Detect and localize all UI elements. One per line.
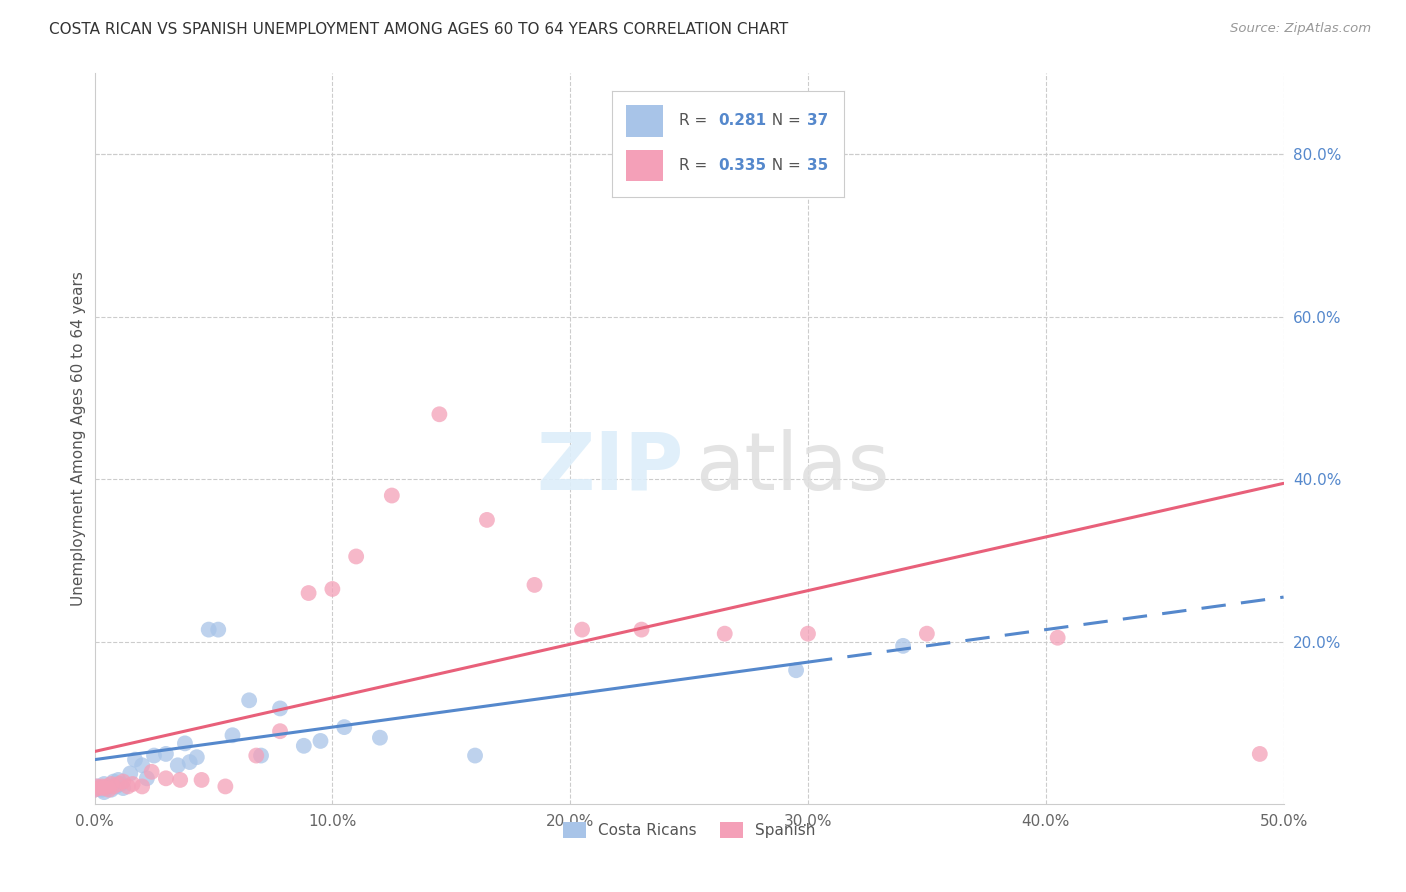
Point: [333, 720, 356, 734]
Point: [197, 623, 219, 637]
Text: Source: ZipAtlas.com: Source: ZipAtlas.com: [1230, 22, 1371, 36]
Point: [93, 785, 115, 799]
Point: [89, 780, 111, 795]
Point: [100, 777, 122, 791]
Point: [309, 734, 332, 748]
Point: [86, 780, 108, 794]
Point: [174, 736, 197, 750]
Point: [186, 750, 208, 764]
Point: [169, 772, 191, 787]
Point: [96, 780, 118, 795]
Point: [344, 549, 367, 564]
Point: [214, 780, 236, 794]
Point: [381, 489, 404, 503]
Point: [107, 777, 129, 791]
Point: [429, 407, 451, 421]
Point: [785, 663, 807, 677]
Point: [97, 782, 120, 797]
Point: [1046, 631, 1069, 645]
Point: [797, 626, 820, 640]
Text: atlas: atlas: [695, 429, 890, 507]
Point: [104, 780, 127, 794]
Text: COSTA RICAN VS SPANISH UNEMPLOYMENT AMONG AGES 60 TO 64 YEARS CORRELATION CHART: COSTA RICAN VS SPANISH UNEMPLOYMENT AMON…: [49, 22, 789, 37]
Point: [891, 639, 914, 653]
Legend: Costa Ricans, Spanish: Costa Ricans, Spanish: [557, 816, 821, 844]
Point: [110, 777, 132, 791]
Point: [321, 582, 343, 596]
Point: [630, 623, 652, 637]
Point: [292, 739, 315, 753]
Point: [89, 780, 111, 795]
Point: [112, 774, 135, 789]
Point: [190, 772, 212, 787]
Point: [93, 777, 115, 791]
Point: [103, 774, 125, 789]
Point: [96, 780, 118, 794]
Text: ZIP: ZIP: [536, 429, 683, 507]
Point: [221, 728, 243, 742]
Point: [238, 693, 260, 707]
Point: [112, 780, 135, 795]
Point: [179, 755, 201, 769]
Point: [250, 748, 273, 763]
Point: [107, 772, 129, 787]
Point: [86, 780, 108, 794]
Point: [571, 623, 593, 637]
Point: [368, 731, 391, 745]
Point: [464, 748, 486, 763]
Point: [207, 623, 229, 637]
Point: [523, 578, 546, 592]
Point: [93, 780, 115, 795]
Point: [124, 753, 146, 767]
Point: [269, 701, 291, 715]
Point: [90, 780, 112, 794]
Point: [915, 626, 938, 640]
Point: [103, 780, 125, 794]
Point: [143, 748, 166, 763]
Point: [155, 772, 177, 786]
Point: [131, 758, 153, 772]
Point: [100, 782, 122, 797]
Point: [1249, 747, 1271, 761]
Point: [155, 747, 177, 761]
Point: [475, 513, 498, 527]
Point: [83, 782, 105, 797]
Point: [135, 772, 157, 786]
Point: [269, 724, 291, 739]
Point: [297, 586, 319, 600]
Point: [131, 780, 153, 794]
Y-axis label: Unemployment Among Ages 60 to 64 years: Unemployment Among Ages 60 to 64 years: [72, 271, 86, 606]
Point: [141, 764, 163, 779]
Point: [121, 777, 143, 791]
Point: [120, 766, 142, 780]
Point: [166, 758, 188, 772]
Point: [97, 780, 120, 794]
Point: [83, 782, 105, 797]
Point: [90, 782, 112, 797]
Point: [713, 626, 735, 640]
Point: [245, 748, 267, 763]
Point: [117, 780, 139, 794]
